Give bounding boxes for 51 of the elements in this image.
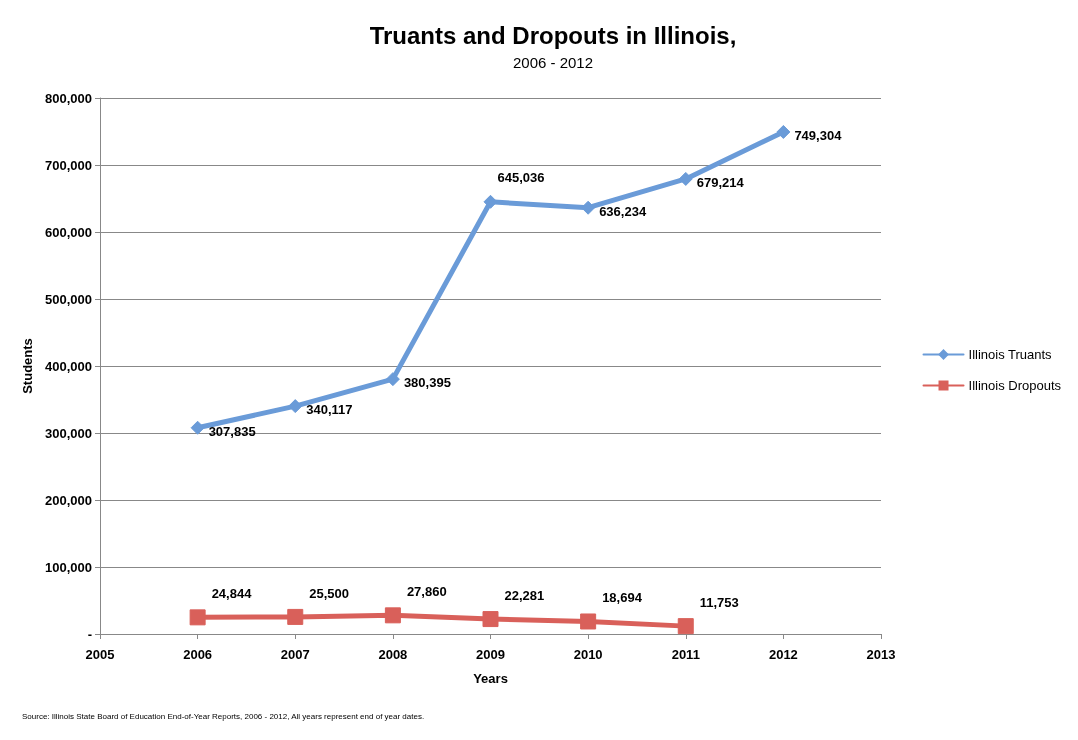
point xyxy=(189,609,206,626)
point xyxy=(677,618,694,635)
x-tick-label: 2005 xyxy=(85,647,115,662)
point xyxy=(776,124,791,139)
y-tick-label: - xyxy=(87,626,92,642)
x-tick-label: 2006 xyxy=(183,647,213,662)
point xyxy=(483,194,498,209)
x-tick-label: 2012 xyxy=(768,647,798,662)
data-label: 380,395 xyxy=(403,375,451,391)
point xyxy=(678,171,693,186)
data-label: 749,304 xyxy=(794,127,843,143)
point xyxy=(581,200,596,215)
y-tick-label: 600,000 xyxy=(45,224,92,240)
y-tick-label: 700,000 xyxy=(45,157,92,173)
y-axis-title: Students xyxy=(20,338,36,394)
data-label: 340,117 xyxy=(306,402,353,418)
x-tick-label: 2009 xyxy=(476,647,505,662)
chart-subtitle: 2006 - 2012 xyxy=(512,54,594,71)
data-label: 679,214 xyxy=(696,174,745,190)
point xyxy=(287,608,304,625)
point xyxy=(482,611,499,628)
y-tick-label: 300,000 xyxy=(45,425,92,441)
point xyxy=(384,607,401,624)
point xyxy=(190,420,205,435)
data-label: 11,753 xyxy=(699,595,739,611)
y-tick-label: 800,000 xyxy=(45,90,92,106)
data-label: 307,835 xyxy=(208,423,256,439)
x-tick-label: 2007 xyxy=(280,647,310,662)
y-tick-label: 400,000 xyxy=(45,358,92,374)
point xyxy=(385,372,400,387)
data-label: 22,281 xyxy=(504,588,545,604)
x-tick-label: 2010 xyxy=(573,647,603,662)
data-label: 24,844 xyxy=(211,586,253,602)
data-label: 27,860 xyxy=(406,584,447,600)
data-label: 18,694 xyxy=(602,590,643,606)
y-tick-label: 500,000 xyxy=(45,291,92,307)
x-tick-label: 2011 xyxy=(671,647,700,662)
point xyxy=(580,613,597,630)
y-tick-label: 200,000 xyxy=(45,492,92,508)
source-note: Source: Illinois State Board of Education End-of-Year Reports, 2006 - 2012, All years represent end of year dates. xyxy=(22,711,425,721)
data-label: 25,500 xyxy=(309,585,350,601)
x-axis-title: Years xyxy=(473,671,508,686)
data-label: 645,036 xyxy=(497,169,545,185)
x-tick-label: 2013 xyxy=(866,647,896,662)
legend-label: Illinois Truants xyxy=(968,347,1053,362)
chart-title: Truants and Dropouts in Illinois, xyxy=(369,21,737,49)
point xyxy=(288,399,303,414)
x-tick-label: 2008 xyxy=(378,647,408,662)
legend-label: Illinois Dropouts xyxy=(968,378,1062,393)
data-label: 636,234 xyxy=(599,203,647,219)
y-tick-label: 100,000 xyxy=(45,559,92,575)
